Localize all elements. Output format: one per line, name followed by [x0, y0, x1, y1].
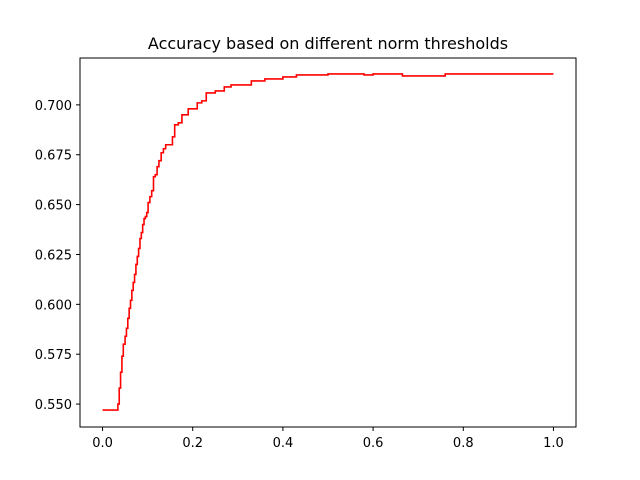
x-tick-label: 0.6	[363, 436, 384, 451]
y-tick-label: 0.550	[35, 398, 72, 413]
x-tick-label: 0.8	[453, 436, 474, 451]
x-tick-label: 1.0	[543, 436, 564, 451]
x-tick-label: 0.0	[92, 436, 113, 451]
series-line-0	[102, 73, 554, 411]
chart-title: Accuracy based on different norm thresho…	[148, 34, 508, 53]
x-tick-label: 0.4	[273, 436, 294, 451]
y-tick-label: 0.675	[35, 149, 72, 164]
y-tick-label: 0.625	[35, 248, 72, 263]
y-tick-label: 0.700	[35, 99, 72, 114]
y-tick-label: 0.575	[35, 348, 72, 363]
plot-frame	[79, 57, 577, 428]
x-tick-label: 0.2	[182, 436, 203, 451]
y-tick-label: 0.600	[35, 298, 72, 313]
y-tick-label: 0.650	[35, 199, 72, 214]
axes: 0.0 0.2 0.4 0.6 0.8 1.0 0.550 0.575 0.600 0.625 0.…	[35, 57, 577, 451]
